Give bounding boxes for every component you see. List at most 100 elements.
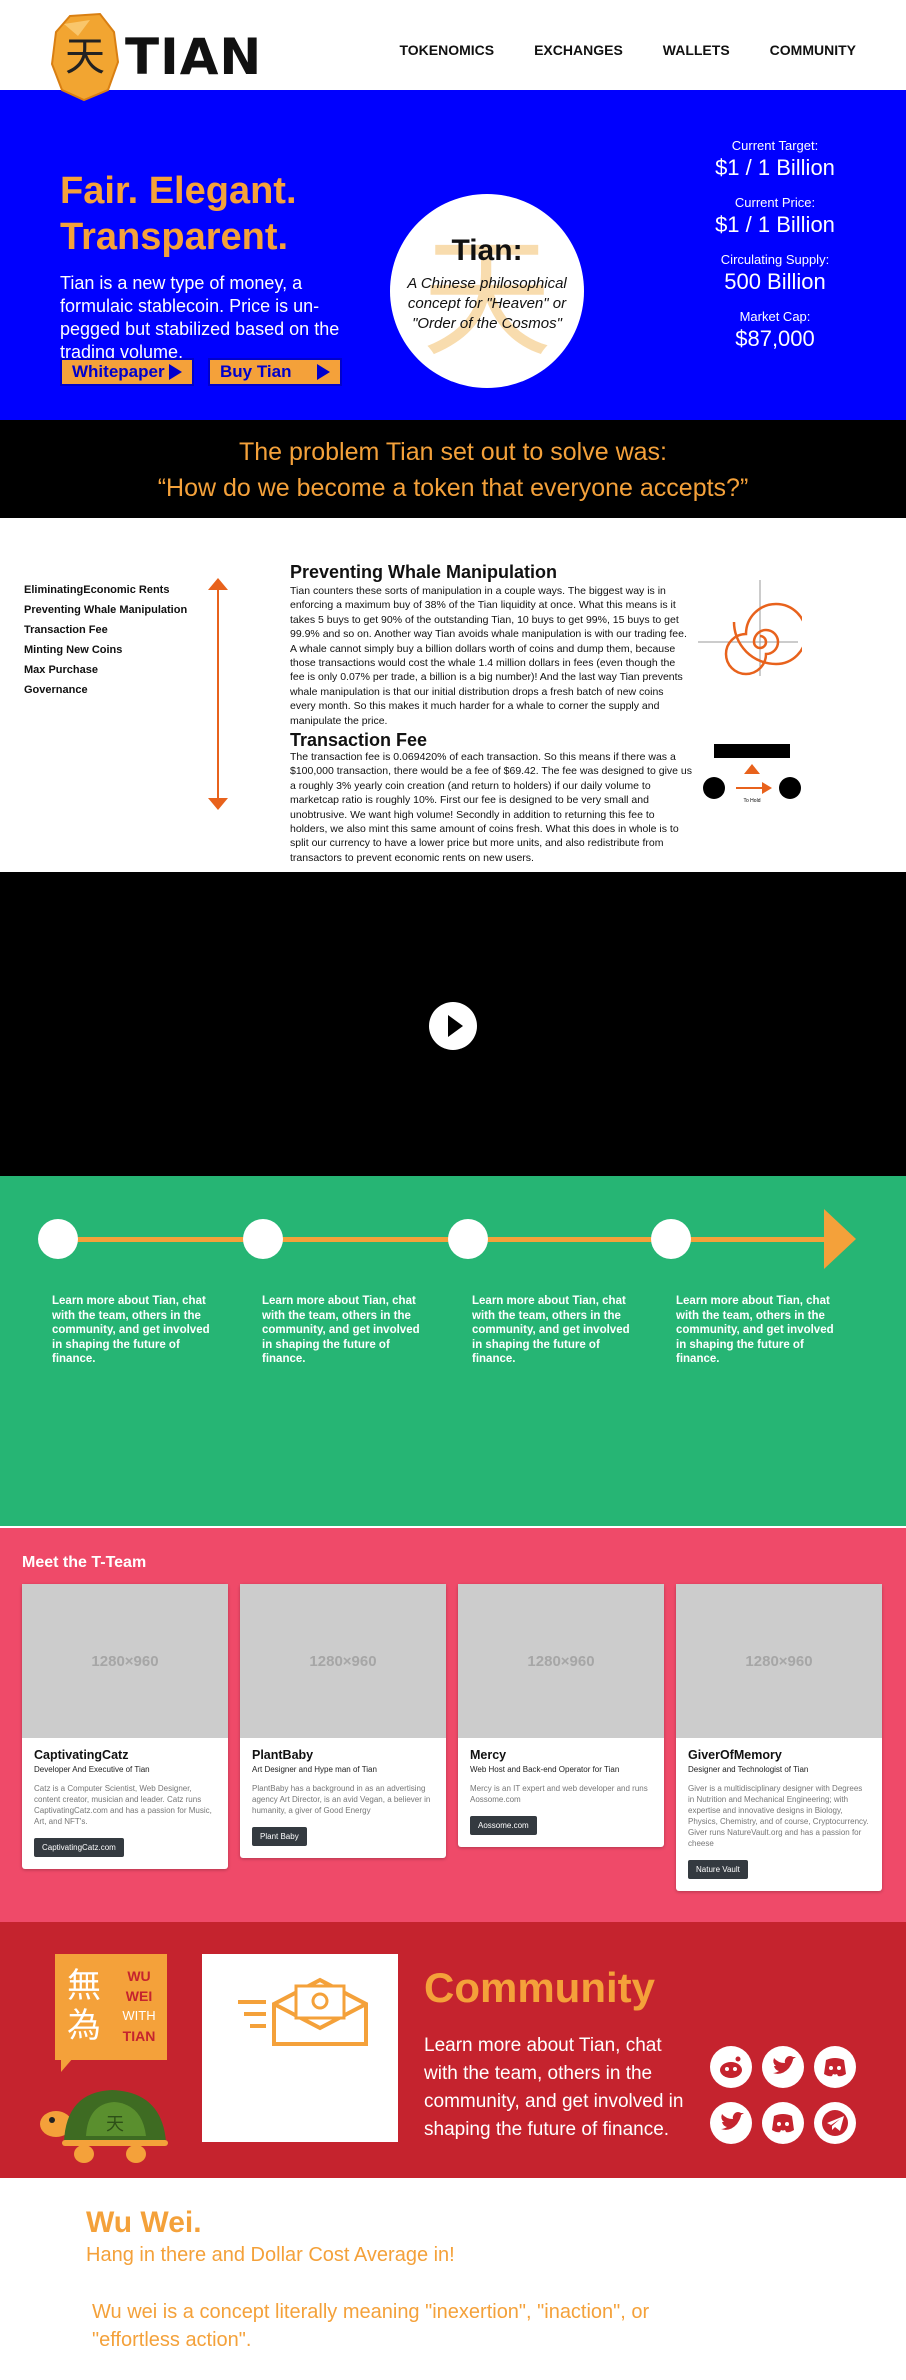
member-image-placeholder: 1280×960 [676, 1584, 882, 1738]
whale-section-body: Tian counters these sorts of manipulatio… [290, 584, 692, 728]
stat-label: Current Target: [690, 138, 860, 153]
timeline-text: Learn more about Tian, chat with the tea… [676, 1294, 844, 1367]
feature-menu: EliminatingEconomic Rents Preventing Wha… [24, 580, 187, 700]
member-bio: PlantBaby has a background in as an adve… [252, 1783, 434, 1816]
member-link-button[interactable]: Plant Baby [252, 1827, 307, 1846]
menu-item-governance[interactable]: Governance [24, 680, 187, 700]
timeline-dot [243, 1219, 283, 1259]
stat-current-price: Current Price: $1 / 1 Billion [690, 195, 860, 238]
circle-subtitle: A Chinese philosophical concept for "Hea… [404, 274, 570, 334]
nav-tokenomics[interactable]: TOKENOMICS [399, 42, 494, 58]
member-image-placeholder: 1280×960 [240, 1584, 446, 1738]
stat-circulating-supply: Circulating Supply: 500 Billion [690, 252, 860, 295]
member-role: Art Designer and Hype man of Tian [252, 1765, 434, 1774]
twitter-icon[interactable] [762, 2046, 804, 2088]
nav-wallets[interactable]: WALLETS [663, 42, 730, 58]
nav-exchanges[interactable]: EXCHANGES [534, 42, 623, 58]
spiral-icon [694, 576, 802, 678]
team-section: Meet the T-Team 1280×960 CaptivatingCatz… [0, 1528, 906, 1922]
member-bio: Catz is a Computer Scientist, Web Design… [34, 1783, 216, 1827]
wu-wei-speech-bubble: 無 為 WU WEI WITH TIAN [55, 1954, 167, 2060]
stat-value: 500 Billion [690, 269, 860, 295]
team-card: 1280×960 PlantBaby Art Designer and Hype… [240, 1584, 446, 1858]
problem-line-2: “How do we become a token that everyone … [0, 470, 906, 506]
member-role: Web Host and Back-end Operator for Tian [470, 1765, 652, 1774]
member-name: CaptivatingCatz [34, 1748, 216, 1762]
logo-icon[interactable]: 天 [50, 10, 120, 102]
tian-definition-circle: 天 Tian: A Chinese philosophical concept … [390, 194, 584, 388]
whitepaper-button[interactable]: Whitepaper [60, 358, 194, 386]
word-tian: TIAN [117, 2026, 161, 2046]
wu-char: 無 [67, 1966, 101, 2006]
token-stats: Current Target: $1 / 1 Billion Current P… [690, 138, 860, 366]
fee-diagram-label: To Hold [744, 798, 761, 804]
timeline-section: Learn more about Tian, chat with the tea… [0, 1176, 906, 1526]
timeline-line [52, 1237, 832, 1242]
community-section: 無 為 WU WEI WITH TIAN 天 Community Learn [0, 1922, 906, 2178]
newsletter-box[interactable] [202, 1954, 398, 2142]
fee-flow-diagram: To Hold [700, 744, 804, 804]
timeline-text: Learn more about Tian, chat with the tea… [52, 1294, 220, 1367]
problem-banner: The problem Tian set out to solve was: “… [0, 420, 906, 518]
timeline-text: Learn more about Tian, chat with the tea… [472, 1294, 640, 1367]
wu-wei-title: Wu Wei. [86, 2206, 202, 2240]
word-with: WITH [117, 2006, 161, 2026]
card-body: GiverOfMemory Designer and Technologist … [676, 1738, 882, 1891]
hero-buttons: Whitepaper Buy Tian [60, 358, 342, 386]
vertical-double-arrow-icon [206, 578, 230, 810]
timeline-text: Learn more about Tian, chat with the tea… [262, 1294, 430, 1367]
menu-item-minting[interactable]: Minting New Coins [24, 640, 187, 660]
stat-market-cap: Market Cap: $87,000 [690, 309, 860, 352]
turtle-glyph: 天 [106, 2114, 124, 2135]
telegram-icon[interactable] [814, 2102, 856, 2144]
member-link-button[interactable]: Nature Vault [688, 1860, 748, 1879]
team-card: 1280×960 Mercy Web Host and Back-end Ope… [458, 1584, 664, 1847]
member-name: GiverOfMemory [688, 1748, 870, 1762]
wu-wei-words: WU WEI WITH TIAN [117, 1966, 161, 2046]
member-bio: Mercy is an IT expert and web developer … [470, 1783, 652, 1805]
menu-item-economic-rents[interactable]: EliminatingEconomic Rents [24, 580, 187, 600]
nav-community[interactable]: COMMUNITY [770, 42, 856, 58]
member-link-button[interactable]: CaptivatingCatz.com [34, 1838, 124, 1857]
brand-name[interactable]: TIAN [125, 28, 262, 86]
word-wu: WU [117, 1966, 161, 1986]
buy-tian-button[interactable]: Buy Tian [208, 358, 342, 386]
timeline-dot [651, 1219, 691, 1259]
wei-char: 為 [67, 2006, 101, 2046]
stat-label: Circulating Supply: [690, 252, 860, 267]
member-name: PlantBaby [252, 1748, 434, 1762]
buy-tian-button-label: Buy Tian [220, 362, 291, 382]
team-card: 1280×960 GiverOfMemory Designer and Tech… [676, 1584, 882, 1891]
discord-icon[interactable] [762, 2102, 804, 2144]
member-role: Designer and Technologist of Tian [688, 1765, 870, 1774]
wu-wei-chinese: 無 為 [67, 1966, 101, 2046]
logo-glyph: 天 [65, 34, 105, 80]
stat-value: $1 / 1 Billion [690, 155, 860, 181]
whitepaper-button-label: Whitepaper [72, 362, 165, 382]
card-body: Mercy Web Host and Back-end Operator for… [458, 1738, 664, 1847]
whale-section-title: Preventing Whale Manipulation [290, 562, 557, 583]
hero-section: Fair. Elegant. Transparent. Tian is a ne… [0, 90, 906, 420]
team-title: Meet the T-Team [22, 1554, 146, 1572]
member-role: Developer And Executive of Tian [34, 1765, 216, 1774]
fee-section-body: The transaction fee is 0.069420% of each… [290, 750, 692, 865]
team-card: 1280×960 CaptivatingCatz Developer And E… [22, 1584, 228, 1869]
problem-line-1: The problem Tian set out to solve was: [0, 434, 906, 470]
member-image-placeholder: 1280×960 [458, 1584, 664, 1738]
menu-item-max-purchase[interactable]: Max Purchase [24, 660, 187, 680]
menu-item-whale-manipulation[interactable]: Preventing Whale Manipulation [24, 600, 187, 620]
play-button[interactable] [429, 1002, 477, 1050]
play-icon [448, 1015, 463, 1037]
discord-icon[interactable] [814, 2046, 856, 2088]
member-bio: Giver is a multidisciplinary designer wi… [688, 1783, 870, 1849]
play-arrow-icon [317, 364, 330, 380]
stat-label: Current Price: [690, 195, 860, 210]
features-section: EliminatingEconomic Rents Preventing Wha… [0, 518, 906, 870]
hero-title: Fair. Elegant. Transparent. [60, 168, 420, 260]
twitter-icon[interactable] [710, 2102, 752, 2144]
reddit-icon[interactable] [710, 2046, 752, 2088]
menu-item-transaction-fee[interactable]: Transaction Fee [24, 620, 187, 640]
top-nav: 天 TIAN TOKENOMICS EXCHANGES WALLETS COMM… [0, 0, 906, 90]
video-player[interactable] [0, 872, 906, 1176]
member-link-button[interactable]: Aossome.com [470, 1816, 537, 1835]
